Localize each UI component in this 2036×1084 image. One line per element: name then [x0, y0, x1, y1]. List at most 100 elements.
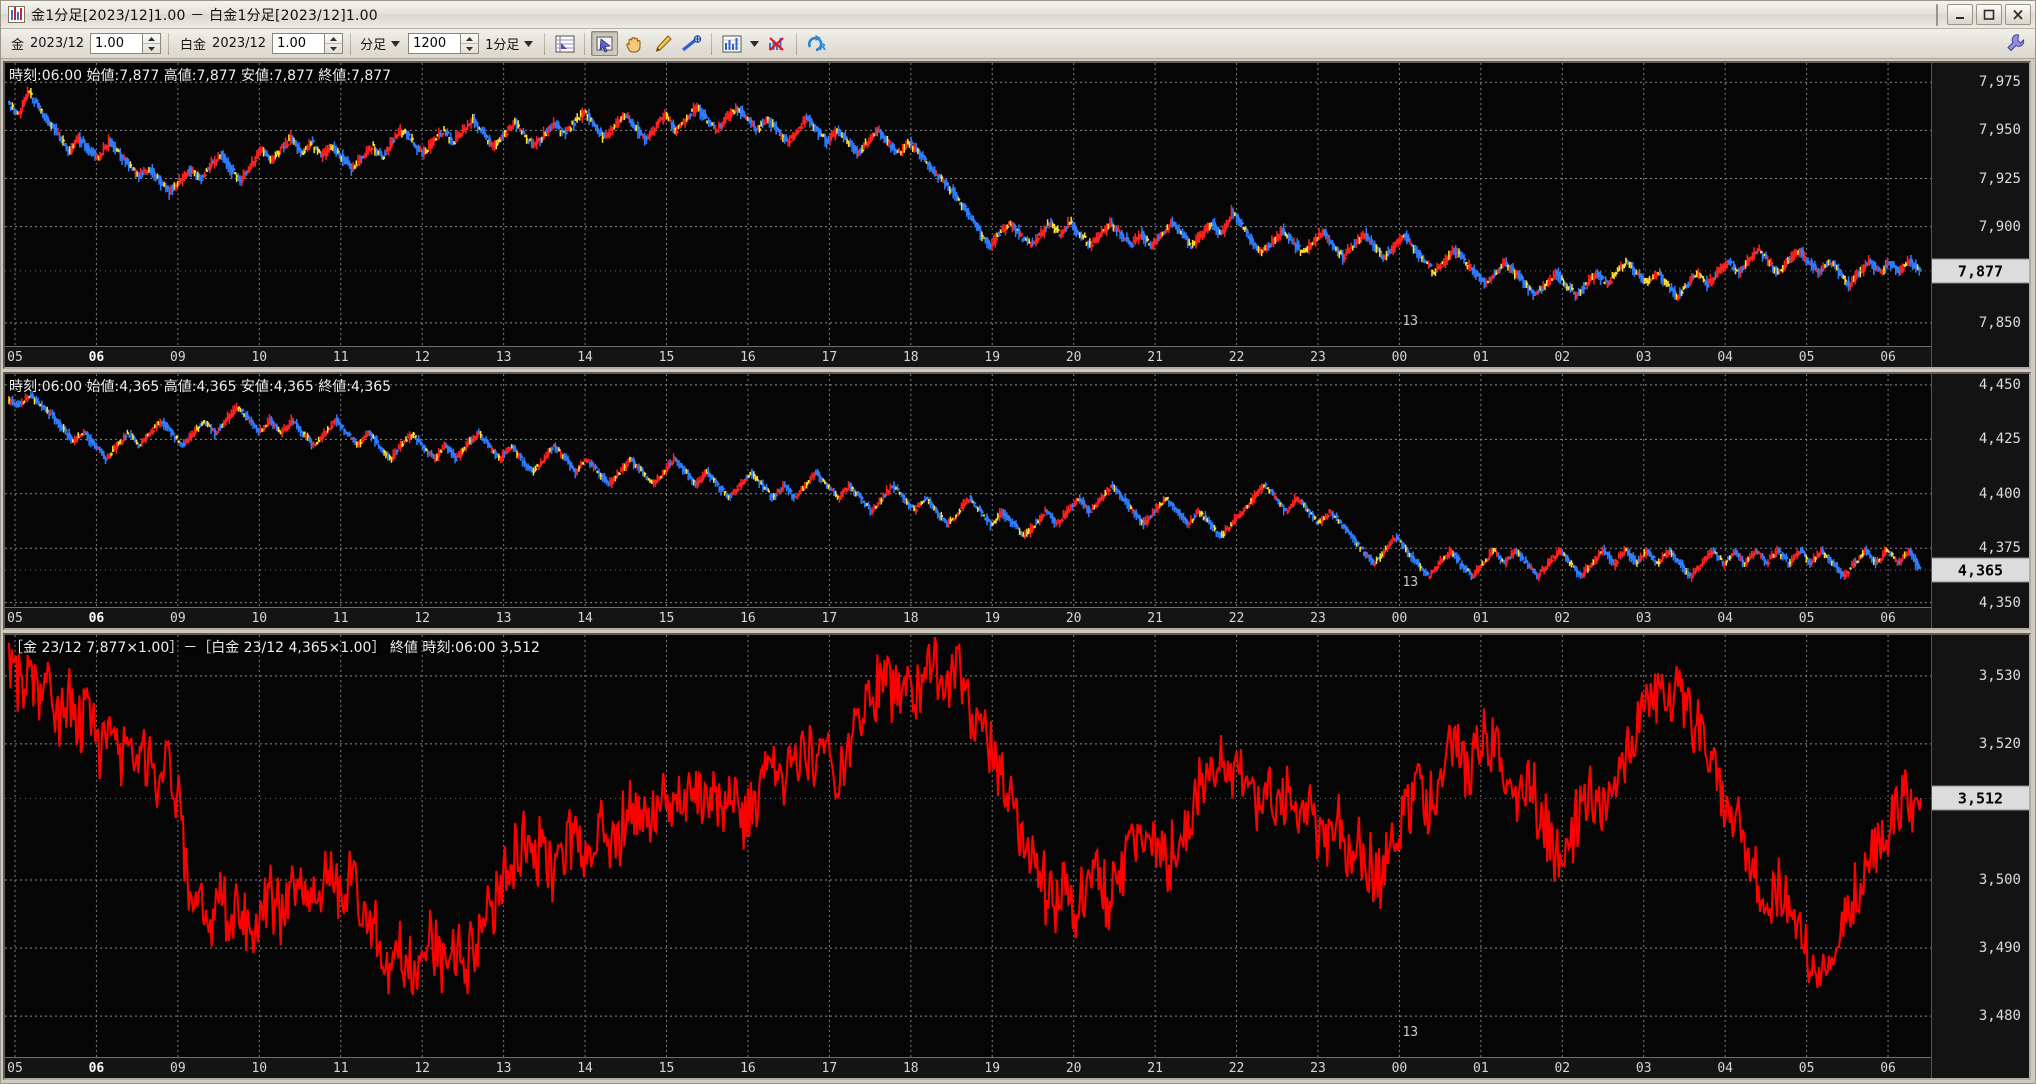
time-tick: 11: [332, 1061, 349, 1076]
symbol1-ratio-input[interactable]: [90, 33, 143, 54]
price-tick: 4,400: [1978, 485, 2021, 502]
pencil-draw-icon[interactable]: [649, 31, 676, 56]
time-tick: 10: [251, 1061, 268, 1076]
chart-panel-platinum[interactable]: 時刻:06:00 始値:4,365 高値:4,365 安値:4,365 終値:4…: [3, 372, 2031, 630]
time-tick: 12: [414, 1061, 431, 1076]
hand-pan-icon[interactable]: [620, 31, 647, 56]
time-tick: 04: [1717, 1061, 1734, 1076]
spinner-arrows[interactable]: [142, 33, 162, 54]
time-tick: 09: [170, 1061, 186, 1076]
time-tick: 19: [984, 611, 1001, 626]
symbol1-contract: 2023/12: [30, 36, 85, 51]
refresh-icon[interactable]: R: [803, 31, 830, 56]
symbol2-contract: 2023/12: [212, 36, 267, 51]
price-tick: 3,480: [1978, 1008, 2021, 1025]
day-marker-label: 13: [1402, 314, 1419, 329]
time-tick: 19: [984, 350, 1001, 365]
period-type-dropdown[interactable]: 分足: [356, 33, 406, 55]
symbol1-ratio-stepper[interactable]: [90, 33, 162, 54]
price-tick: 3,490: [1978, 940, 2021, 957]
spinner-up-icon[interactable]: [461, 34, 479, 44]
time-tick: 15: [658, 350, 675, 365]
price-tick: 4,350: [1978, 594, 2021, 611]
plot-area-gold[interactable]: 13: [5, 63, 1931, 367]
minimize-icon[interactable]: [1947, 4, 1973, 25]
chevron-down-icon[interactable]: [747, 31, 761, 56]
price-tick: 4,450: [1978, 376, 2021, 393]
time-tick: 17: [821, 350, 838, 365]
spinner-up-icon[interactable]: [325, 34, 343, 44]
chevron-down-icon[interactable]: [391, 36, 401, 51]
symbol1-label: 金: [11, 38, 25, 53]
price-tick: 7,900: [1978, 218, 2021, 235]
maximize-icon[interactable]: [1976, 4, 2002, 25]
time-tick: 05: [1798, 611, 1815, 626]
toolbar-divider: [168, 32, 170, 55]
settings-wrench-icon[interactable]: [2002, 31, 2029, 56]
chart-panel-spread[interactable]: ［金 23/12 7,877×1.00］－［白金 23/12 4,365×1.0…: [3, 633, 2031, 1080]
price-axis-spread[interactable]: 3,530 3,520 3,500 3,490 3,480 3,512: [1931, 635, 2029, 1078]
time-tick: 13: [495, 611, 512, 626]
price-axis-platinum[interactable]: 4,450 4,425 4,400 4,375 4,350 4,365: [1931, 374, 2029, 628]
restore-window-icon[interactable]: [1936, 4, 1938, 26]
time-axis-spread: 05 06 09 10 11 12 13 14 15 16 17 18 19 20 21 22 23 00 01 02…: [5, 1057, 1931, 1078]
spinner-down-icon[interactable]: [325, 44, 342, 53]
price-tick: 7,925: [1978, 170, 2021, 187]
clear-indicators-icon[interactable]: [763, 31, 790, 56]
time-tick: 03: [1635, 350, 1652, 365]
symbol2-ratio-stepper[interactable]: [272, 33, 344, 54]
series-platinum: [8, 390, 1922, 582]
close-icon[interactable]: [2005, 4, 2031, 25]
toolbar-divider: [584, 32, 586, 55]
chart-panel-gold[interactable]: 時刻:06:00 始値:7,877 高値:7,877 安値:7,877 終値:7…: [3, 61, 2031, 369]
plot-area-platinum[interactable]: 13: [5, 374, 1931, 628]
plot-area-spread[interactable]: 13: [5, 635, 1931, 1078]
time-tick: 11: [332, 611, 349, 626]
time-tick: 16: [740, 1061, 756, 1076]
time-tick: 01: [1473, 1061, 1489, 1076]
price-axis-gold[interactable]: 7,975 7,950 7,925 7,900 7,850 7,877: [1931, 63, 2029, 367]
time-tick: 20: [1065, 1061, 1082, 1076]
time-tick: 05: [7, 1061, 23, 1076]
indicator-bar-icon[interactable]: [718, 31, 745, 56]
spinner-arrows[interactable]: [324, 33, 344, 54]
cursor-select-icon[interactable]: [591, 31, 619, 56]
spinner-up-icon[interactable]: [143, 34, 161, 44]
time-tick: 03: [1635, 611, 1652, 626]
time-tick: 02: [1554, 611, 1571, 626]
series-spread: [7, 636, 1923, 996]
price-tick: 7,950: [1978, 122, 2021, 139]
trendline-icon[interactable]: [678, 31, 705, 56]
symbol2-ratio-input[interactable]: [272, 33, 325, 54]
toolbar: 金 2023/12 白金 2023/12 分足: [1, 29, 2035, 59]
time-tick: 15: [658, 611, 675, 626]
time-tick: 22: [1228, 611, 1245, 626]
period-unit-dropdown[interactable]: 1分足: [481, 33, 539, 55]
spinner-arrows[interactable]: [460, 33, 480, 54]
toolbar-divider: [544, 32, 546, 55]
window-title: 金1分足[2023/12]1.00 － 白金1分足[2023/12]1.00: [31, 7, 378, 24]
time-tick: 14: [577, 350, 593, 365]
time-tick: 21: [1147, 1061, 1163, 1076]
day-marker-label: 13: [1402, 1025, 1419, 1040]
time-tick: 06: [88, 1061, 105, 1076]
chevron-down-icon[interactable]: [524, 36, 534, 51]
spinner-down-icon[interactable]: [143, 44, 160, 53]
price-tick: 4,375: [1978, 540, 2021, 557]
last-price-line: [5, 270, 1931, 272]
bar-count-input[interactable]: [408, 33, 461, 54]
bar-count-stepper[interactable]: [408, 33, 480, 54]
spinner-down-icon[interactable]: [461, 44, 478, 53]
last-price-badge: 3,512: [1932, 785, 2029, 811]
time-tick: 04: [1717, 350, 1734, 365]
time-tick: 17: [821, 611, 838, 626]
svg-text:R: R: [819, 43, 826, 53]
last-price-badge: 7,877: [1932, 258, 2029, 284]
last-price-line: [5, 569, 1931, 571]
last-price-badge: 4,365: [1932, 557, 2029, 583]
title-bar: 金1分足[2023/12]1.00 － 白金1分足[2023/12]1.00: [1, 1, 2035, 29]
time-tick: 18: [902, 350, 919, 365]
last-price-line: [5, 797, 1931, 799]
window-controls: [1931, 4, 2031, 26]
chart-properties-icon[interactable]: [551, 31, 578, 56]
